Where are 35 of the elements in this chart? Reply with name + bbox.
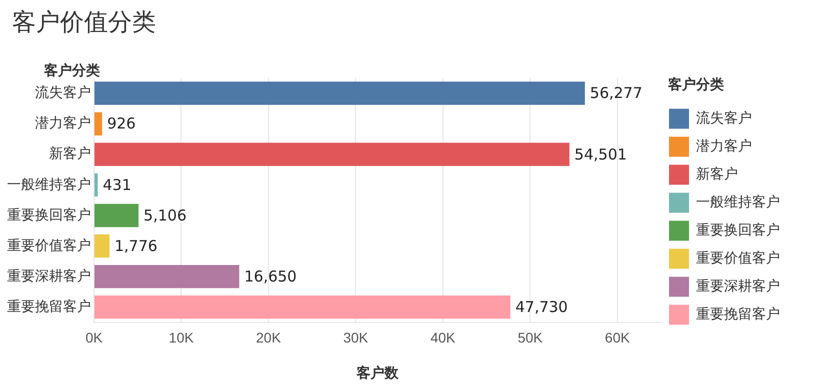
legend-label: 重要价值客户 <box>696 250 780 266</box>
legend-title: 客户分类 <box>668 76 724 94</box>
legend-label: 一般维持客户 <box>696 194 780 210</box>
legend-label: 重要挽留客户 <box>696 306 780 322</box>
x-tick-label: 30K <box>343 330 369 346</box>
data-label: 16,650 <box>244 267 297 286</box>
data-label: 926 <box>107 114 136 133</box>
data-label: 5,106 <box>144 206 186 224</box>
data-label: 47,730 <box>515 298 568 316</box>
y-tick-label: 重要换回客户 <box>7 206 91 222</box>
x-tick-label: 50K <box>518 330 544 346</box>
x-axis-title: 客户数 <box>356 364 400 380</box>
x-tick-label: 0K <box>85 330 104 346</box>
legend-label: 重要换回客户 <box>696 222 780 238</box>
data-label: 56,277 <box>590 84 642 102</box>
data-label: 1,776 <box>114 236 158 255</box>
y-tick-label: 新客户 <box>49 145 91 162</box>
x-tick-label: 10K <box>168 330 194 346</box>
legend-label: 潜力客户 <box>696 138 752 154</box>
y-tick-label: 重要深耕客户 <box>7 267 91 284</box>
x-tick-label: 20K <box>256 330 282 346</box>
legend-label: 流失客户 <box>696 110 752 126</box>
y-tick-label: 重要挽留客户 <box>7 298 91 314</box>
x-tick-label: 40K <box>430 330 456 346</box>
y-tick-label: 一般维持客户 <box>7 176 91 192</box>
x-tick-label: 60K <box>604 330 630 346</box>
y-tick-label: 重要价值客户 <box>7 236 91 253</box>
y-tick-label: 流失客户 <box>35 84 91 100</box>
legend-label: 新客户 <box>696 166 738 182</box>
y-axis-title: 客户分类 <box>44 62 100 80</box>
y-tick-label: 潜力客户 <box>35 114 91 131</box>
data-label: 54,501 <box>574 145 627 164</box>
data-label: 431 <box>102 176 132 194</box>
chart-title: 客户价值分类 <box>12 7 156 38</box>
legend-label: 重要深耕客户 <box>696 278 780 294</box>
